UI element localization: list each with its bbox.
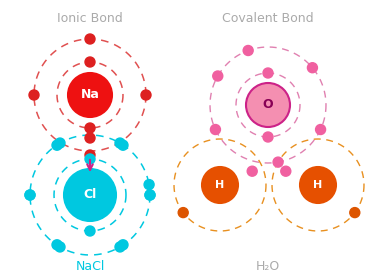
- Circle shape: [210, 125, 220, 134]
- Circle shape: [300, 167, 336, 203]
- Circle shape: [246, 83, 290, 127]
- Circle shape: [243, 45, 253, 55]
- Circle shape: [85, 150, 95, 160]
- Circle shape: [25, 190, 35, 200]
- Circle shape: [85, 34, 95, 44]
- Text: Ionic Bond: Ionic Bond: [57, 12, 123, 25]
- Text: Na: Na: [81, 88, 99, 102]
- Circle shape: [55, 138, 65, 148]
- Circle shape: [145, 190, 155, 200]
- Text: H: H: [216, 180, 224, 190]
- Circle shape: [118, 240, 128, 250]
- Text: NaCl: NaCl: [75, 260, 105, 273]
- Circle shape: [85, 57, 95, 67]
- Circle shape: [52, 240, 62, 250]
- Circle shape: [247, 166, 257, 176]
- Circle shape: [202, 167, 238, 203]
- Text: Cl: Cl: [83, 188, 96, 202]
- Circle shape: [25, 190, 35, 200]
- Circle shape: [85, 123, 95, 133]
- Circle shape: [350, 207, 360, 218]
- Circle shape: [178, 207, 188, 218]
- Circle shape: [263, 132, 273, 142]
- Circle shape: [213, 71, 223, 81]
- Circle shape: [115, 138, 125, 148]
- Circle shape: [144, 179, 154, 190]
- Text: O: O: [263, 99, 273, 111]
- Circle shape: [115, 242, 125, 252]
- Circle shape: [145, 190, 155, 200]
- Circle shape: [55, 242, 65, 252]
- Circle shape: [85, 154, 95, 164]
- Text: H: H: [313, 180, 323, 190]
- Circle shape: [52, 140, 62, 150]
- Circle shape: [85, 226, 95, 236]
- Circle shape: [141, 90, 151, 100]
- Circle shape: [64, 169, 116, 221]
- Text: H₂O: H₂O: [256, 260, 280, 273]
- Circle shape: [281, 166, 291, 176]
- Text: Covalent Bond: Covalent Bond: [222, 12, 314, 25]
- Circle shape: [316, 125, 326, 134]
- Circle shape: [85, 133, 95, 143]
- Circle shape: [273, 157, 283, 167]
- Circle shape: [263, 68, 273, 78]
- Circle shape: [308, 63, 318, 73]
- Circle shape: [29, 90, 39, 100]
- Circle shape: [118, 140, 128, 150]
- Circle shape: [68, 73, 112, 117]
